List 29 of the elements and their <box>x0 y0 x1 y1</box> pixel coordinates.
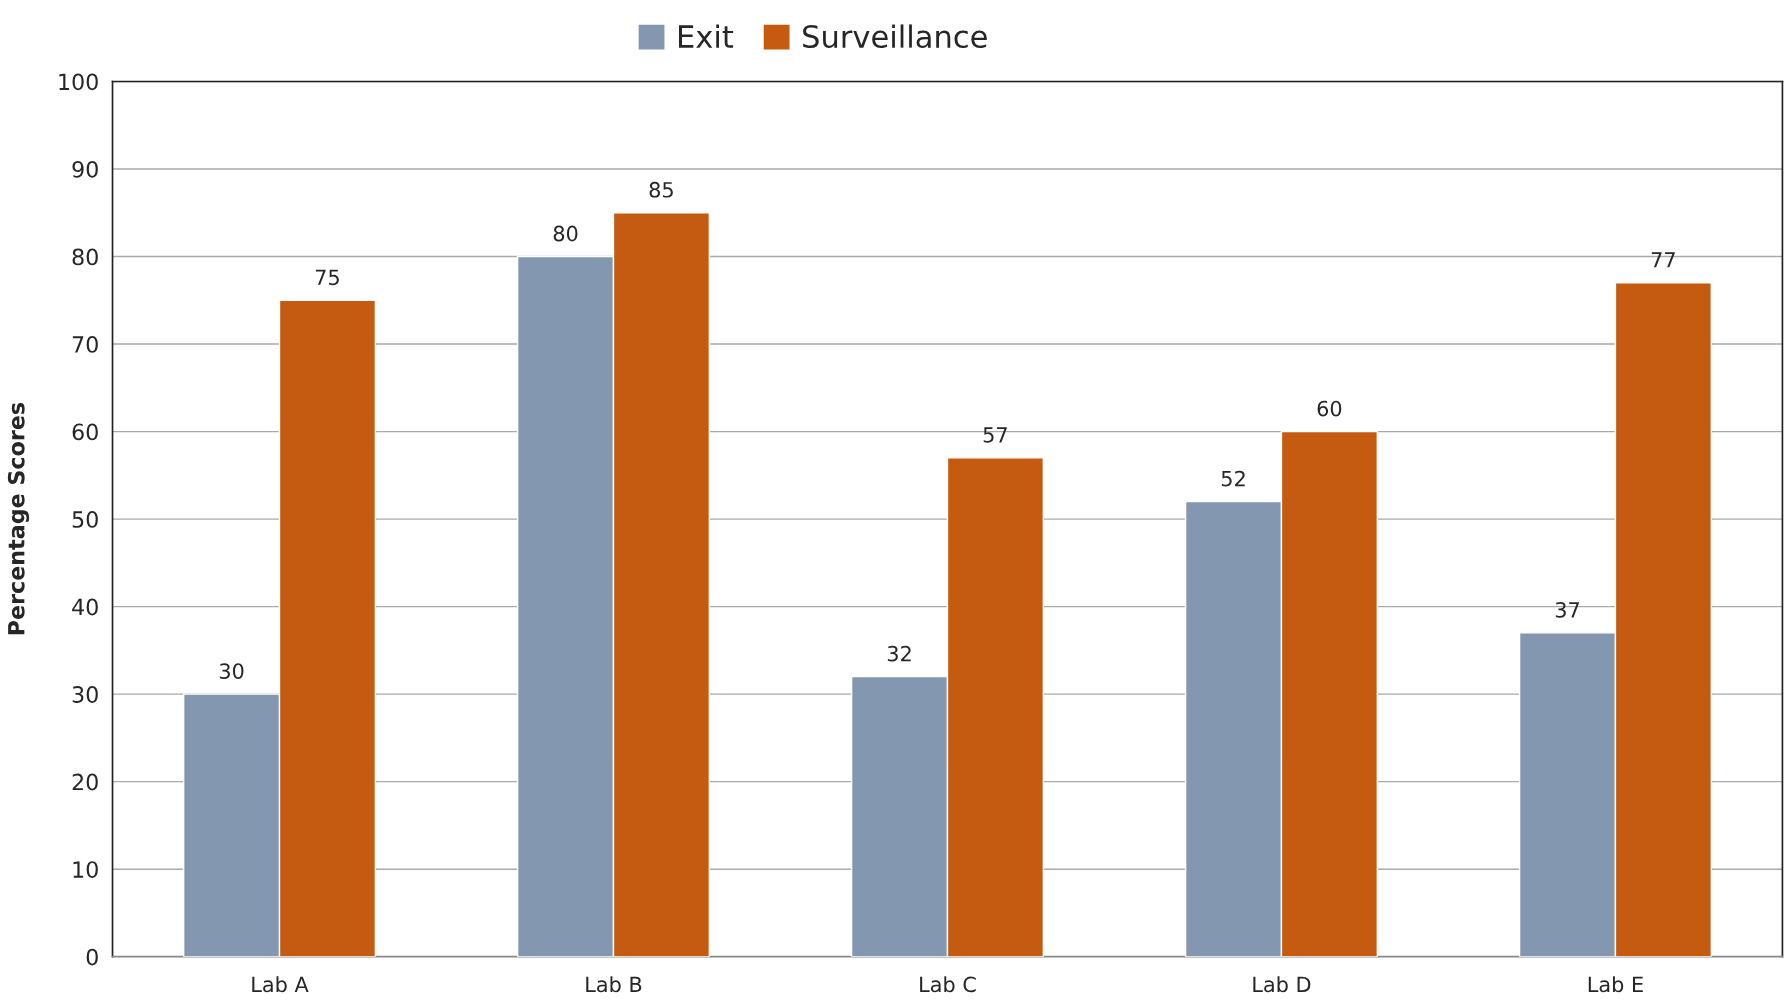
x-tick-label: Lab E <box>1588 976 1643 993</box>
data-label: 32 <box>887 645 911 662</box>
x-tick-label: Lab C <box>920 976 976 993</box>
legend-label: Exit <box>678 24 734 48</box>
x-tick-label: Lab B <box>586 976 642 993</box>
y-tick-label: 80 <box>72 248 98 266</box>
data-label: 85 <box>649 181 673 198</box>
y-tick-label: 20 <box>72 773 98 791</box>
y-tick-label: 70 <box>72 336 98 353</box>
y-tick-label: 50 <box>72 511 98 528</box>
y-tick-label: 100 <box>59 73 98 91</box>
data-label: 37 <box>1555 601 1579 618</box>
y-tick-label: 60 <box>72 423 98 441</box>
data-label: 77 <box>1651 252 1675 268</box>
y-tick-label: 10 <box>73 861 98 878</box>
legend-label: Surveillance <box>803 24 987 49</box>
y-tick-label: 0 <box>86 948 98 966</box>
x-tick-label: Lab D <box>1253 976 1311 993</box>
data-label: 60 <box>1317 400 1342 417</box>
data-label: 52 <box>1221 470 1245 487</box>
data-label: 30 <box>219 663 244 679</box>
data-label: 75 <box>315 269 339 286</box>
data-label: 57 <box>983 427 1007 443</box>
y-tick-label: 40 <box>72 598 98 616</box>
data-label: 80 <box>553 225 578 242</box>
y-axis-title: Percentage Scores <box>7 402 30 635</box>
x-tick-label: Lab A <box>252 976 309 993</box>
y-tick-label: 90 <box>72 160 98 178</box>
y-tick-label: 30 <box>72 686 98 703</box>
